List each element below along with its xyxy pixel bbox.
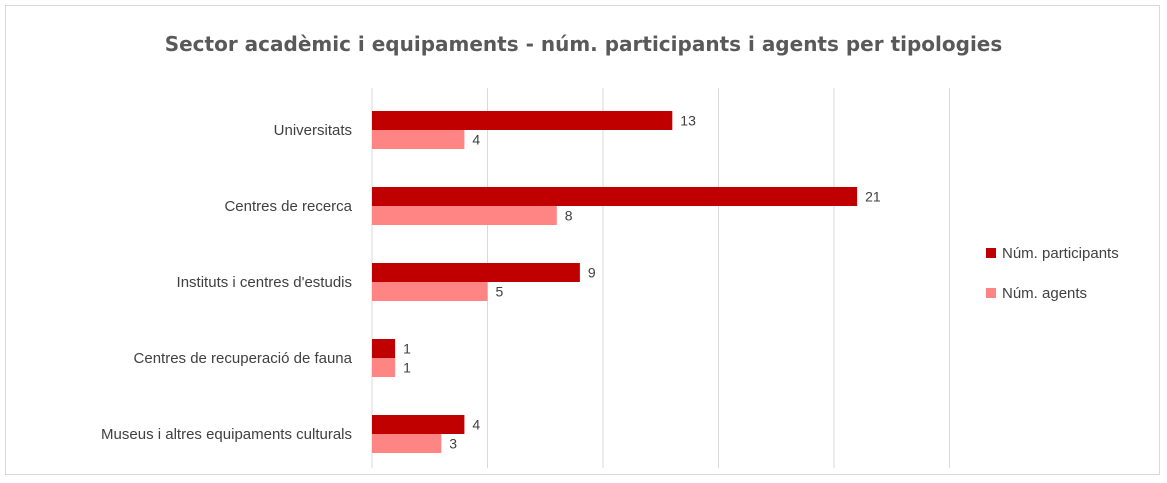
bar (372, 358, 396, 377)
data-label: 4 (472, 417, 480, 433)
bar (372, 434, 442, 453)
bar (372, 130, 465, 149)
data-label: 5 (496, 284, 504, 300)
legend-label: Núm. agents (1002, 285, 1087, 302)
category-label: Centres de recerca (224, 198, 352, 215)
data-label: 9 (588, 265, 596, 281)
data-label: 3 (449, 436, 457, 452)
category-label: Instituts i centres d'estudis (177, 274, 352, 291)
category-label: Museus i altres equipaments culturals (101, 426, 352, 443)
legend-swatch (986, 248, 996, 258)
data-label: 8 (565, 208, 573, 224)
data-label: 21 (865, 189, 881, 205)
legend-label: Núm. participants (1002, 245, 1119, 262)
bar (372, 111, 673, 130)
data-label: 1 (403, 360, 411, 376)
legend-swatch (986, 288, 996, 298)
bar (372, 282, 488, 301)
legend: Núm. participants Núm. agents (986, 245, 1119, 302)
bar (372, 339, 396, 358)
category-label: Centres de recuperació de fauna (134, 350, 353, 367)
bar (372, 415, 465, 434)
bar (372, 206, 557, 225)
data-label: 4 (472, 132, 480, 148)
data-label: 13 (680, 113, 696, 129)
chart-frame (5, 5, 1160, 475)
bar (372, 263, 580, 282)
chart-title: Sector acadèmic i equipaments - núm. par… (164, 32, 1003, 56)
data-label: 1 (403, 341, 411, 357)
bars (372, 111, 858, 453)
category-label: Universitats (274, 122, 352, 139)
bar (372, 187, 858, 206)
